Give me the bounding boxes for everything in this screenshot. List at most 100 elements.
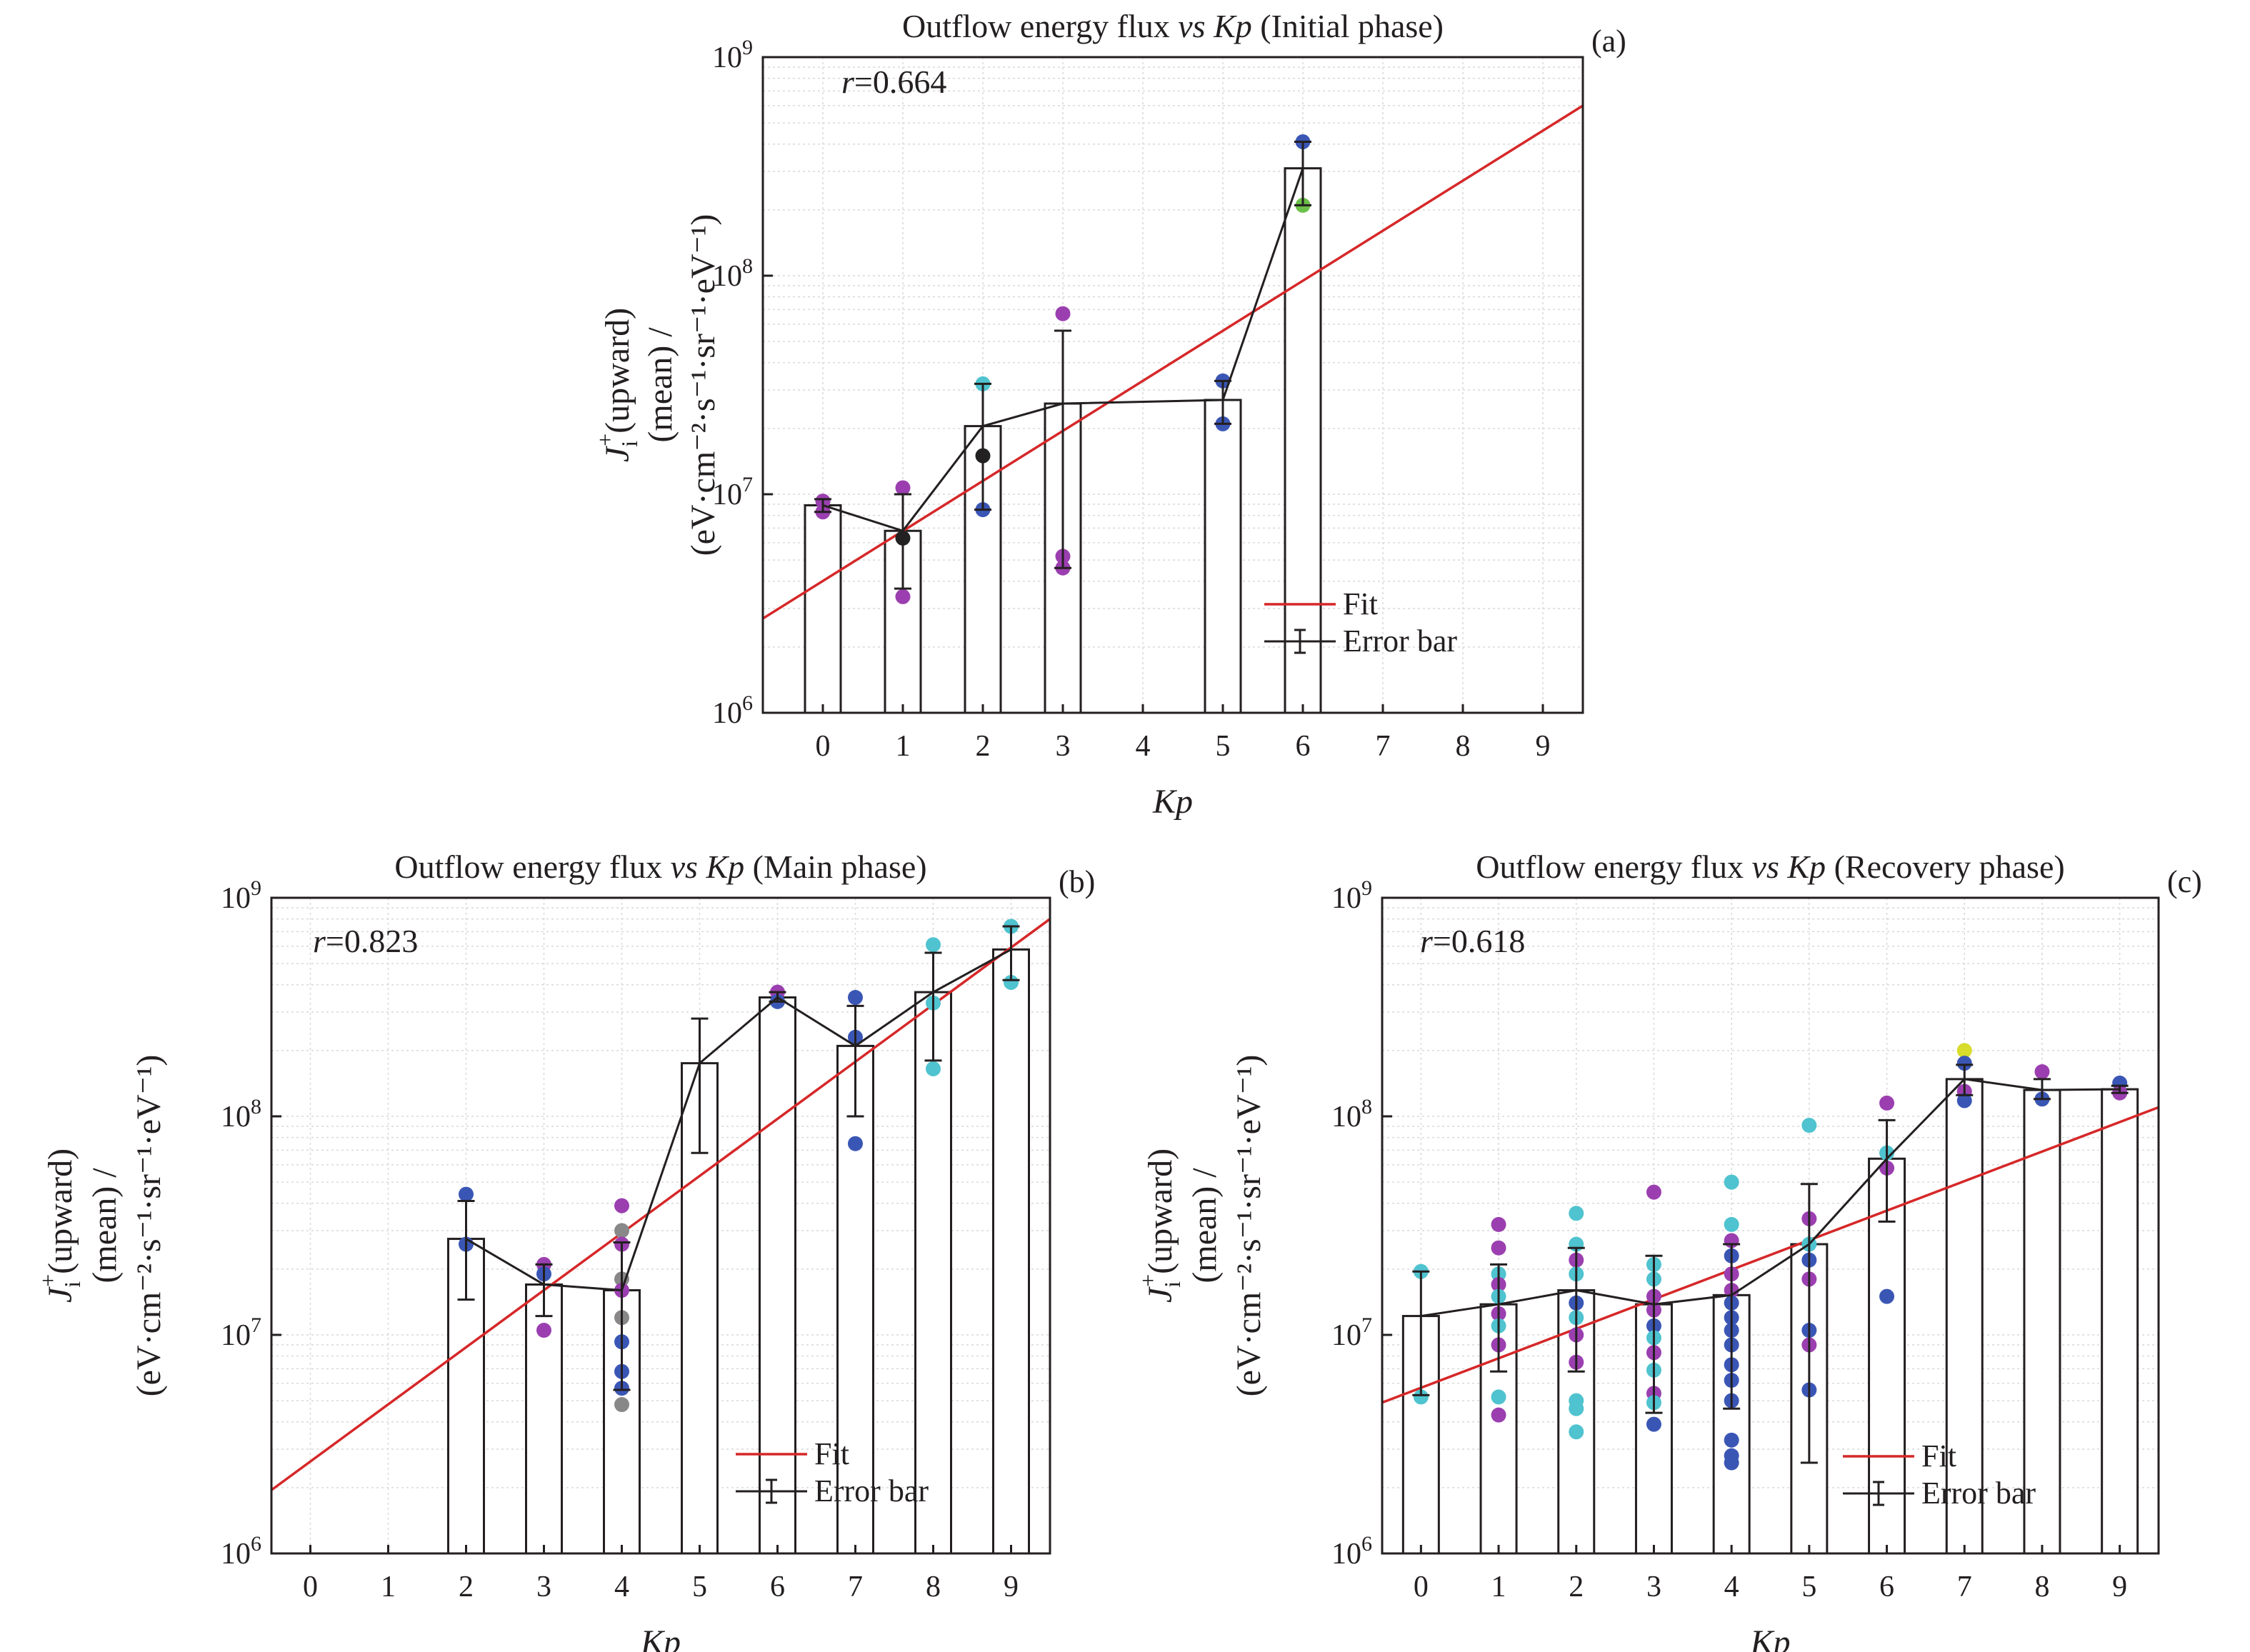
title-vs: vs xyxy=(1752,848,1779,885)
y-axis-label-line1: Ji+(upward) xyxy=(1135,1148,1185,1303)
y-tick-exponent: 9 xyxy=(1361,876,1372,900)
x-tick-label: 7 xyxy=(1957,1571,1972,1603)
y-tick-base: 10 xyxy=(712,697,742,730)
y-label-symbol: J xyxy=(41,1286,79,1303)
legend-fit-label: Fit xyxy=(1343,586,1378,621)
y-tick-base: 10 xyxy=(712,260,742,293)
y-tick-label: 108 xyxy=(1331,1095,1372,1133)
data-point-kp-7 xyxy=(848,990,863,1006)
data-point-kp-1 xyxy=(1491,1407,1506,1423)
y-label-rest: (upward) xyxy=(41,1148,79,1274)
y-axis-label-line1: Ji+(upward) xyxy=(592,308,642,462)
y-tick-label: 106 xyxy=(1331,1532,1372,1571)
data-point-kp-3 xyxy=(1055,306,1071,321)
y-tick-exponent: 7 xyxy=(251,1313,261,1337)
legend-errorbar-label: Error bar xyxy=(1921,1476,2036,1511)
bar-mean-kp-9 xyxy=(992,948,1030,1555)
y-tick-base: 10 xyxy=(1331,882,1361,915)
bar-mean-kp-6 xyxy=(1868,1157,1906,1555)
y-tick-exponent: 6 xyxy=(742,691,753,715)
correlation-annotation: r=0.664 xyxy=(841,64,946,100)
x-tick-label: 6 xyxy=(1296,730,1311,763)
y-tick-exponent: 7 xyxy=(1361,1313,1372,1337)
y-label-rest: (upward) xyxy=(1141,1148,1179,1274)
y-tick-base: 10 xyxy=(221,1319,251,1352)
x-tick-label: 2 xyxy=(976,730,991,763)
y-axis-label-line3: (eV·cm⁻²·s⁻¹·sr⁻¹·eV⁻¹) xyxy=(1230,1055,1268,1397)
bar-mean-kp-7 xyxy=(836,1044,874,1555)
y-tick-exponent: 8 xyxy=(1361,1095,1372,1118)
x-tick-label: 1 xyxy=(381,1571,396,1603)
plot-frame xyxy=(761,56,1584,714)
y-tick-label: 109 xyxy=(221,876,261,915)
panel-label: (b) xyxy=(1059,864,1095,899)
x-tick-label: 9 xyxy=(2112,1571,2127,1603)
legend-fit-label: Fit xyxy=(1921,1438,1956,1473)
y-tick-base: 10 xyxy=(712,479,742,511)
data-point-kp-4 xyxy=(1724,1174,1739,1190)
y-axis-label-line2: (mean) / xyxy=(1186,1168,1224,1283)
data-point-kp-7 xyxy=(1956,1093,1972,1108)
fit-line xyxy=(1382,1106,2159,1404)
y-axis-label-line3: (eV·cm⁻²·s⁻¹·sr⁻¹·eV⁻¹) xyxy=(684,214,722,556)
data-point-kp-4 xyxy=(1724,1432,1739,1448)
y-tick-exponent: 8 xyxy=(251,1095,261,1118)
y-tick-label: 106 xyxy=(712,691,753,730)
data-point-kp-1 xyxy=(1491,1389,1506,1405)
correlation-annotation: r=0.618 xyxy=(1420,923,1525,959)
title-space xyxy=(698,848,706,885)
data-point-kp-3 xyxy=(536,1323,551,1338)
title-text: Outflow energy flux xyxy=(1476,848,1751,885)
data-point-kp-1 xyxy=(1491,1216,1506,1232)
panel-label: (c) xyxy=(2167,864,2202,899)
correlation-symbol: r xyxy=(313,923,326,959)
y-tick-exponent: 9 xyxy=(742,36,753,59)
title-suffix: (Main phase) xyxy=(744,848,926,885)
bar-mean-kp-5 xyxy=(1204,399,1242,714)
x-tick-label: 2 xyxy=(459,1571,474,1603)
y-tick-base: 10 xyxy=(1331,1101,1361,1133)
data-point-kp-8 xyxy=(2034,1064,2050,1080)
title-suffix: (Recovery phase) xyxy=(1826,848,2065,885)
x-tick-label: 2 xyxy=(1569,1571,1584,1603)
correlation-annotation: r=0.823 xyxy=(313,923,418,959)
mean-line xyxy=(1421,1078,2120,1318)
y-tick-exponent: 9 xyxy=(251,876,261,900)
y-tick-label: 107 xyxy=(221,1313,261,1352)
data-point-kp-3 xyxy=(1646,1184,1661,1200)
data-point-kp-4 xyxy=(614,1397,629,1413)
title-kp: Kp xyxy=(1786,848,1826,885)
x-tick-label: 7 xyxy=(1376,730,1391,763)
data-point-kp-1 xyxy=(1491,1240,1506,1256)
x-tick-label: 4 xyxy=(614,1571,629,1603)
x-tick-label: 4 xyxy=(1724,1571,1739,1603)
x-axis-label: Kp xyxy=(640,1623,681,1652)
correlation-symbol: r xyxy=(841,64,855,100)
x-tick-label: 7 xyxy=(848,1571,863,1603)
y-label-symbol: J xyxy=(599,445,636,462)
y-label-subscript: i xyxy=(616,441,642,447)
title-vs: vs xyxy=(1178,8,1205,44)
title-space xyxy=(1206,8,1214,44)
data-point-kp-4 xyxy=(614,1198,629,1213)
x-tick-label: 8 xyxy=(2034,1571,2049,1603)
bar-mean-kp-8 xyxy=(914,991,952,1555)
y-axis-label-line1: Ji+(upward) xyxy=(35,1148,85,1303)
x-tick-label: 5 xyxy=(1216,730,1231,763)
correlation-value: =0.823 xyxy=(326,923,418,959)
y-tick-label: 108 xyxy=(221,1095,261,1133)
y-label-rest: (upward) xyxy=(599,308,636,434)
data-point-kp-0 xyxy=(1413,1389,1429,1405)
plot-frame xyxy=(270,896,1051,1555)
y-tick-base: 10 xyxy=(1331,1538,1361,1571)
data-point-kp-6 xyxy=(1879,1288,1895,1304)
y-tick-base: 10 xyxy=(221,1101,251,1133)
x-tick-label: 0 xyxy=(1414,1571,1429,1603)
y-label-subscript: i xyxy=(1159,1281,1185,1288)
data-point-kp-4 xyxy=(614,1223,629,1238)
